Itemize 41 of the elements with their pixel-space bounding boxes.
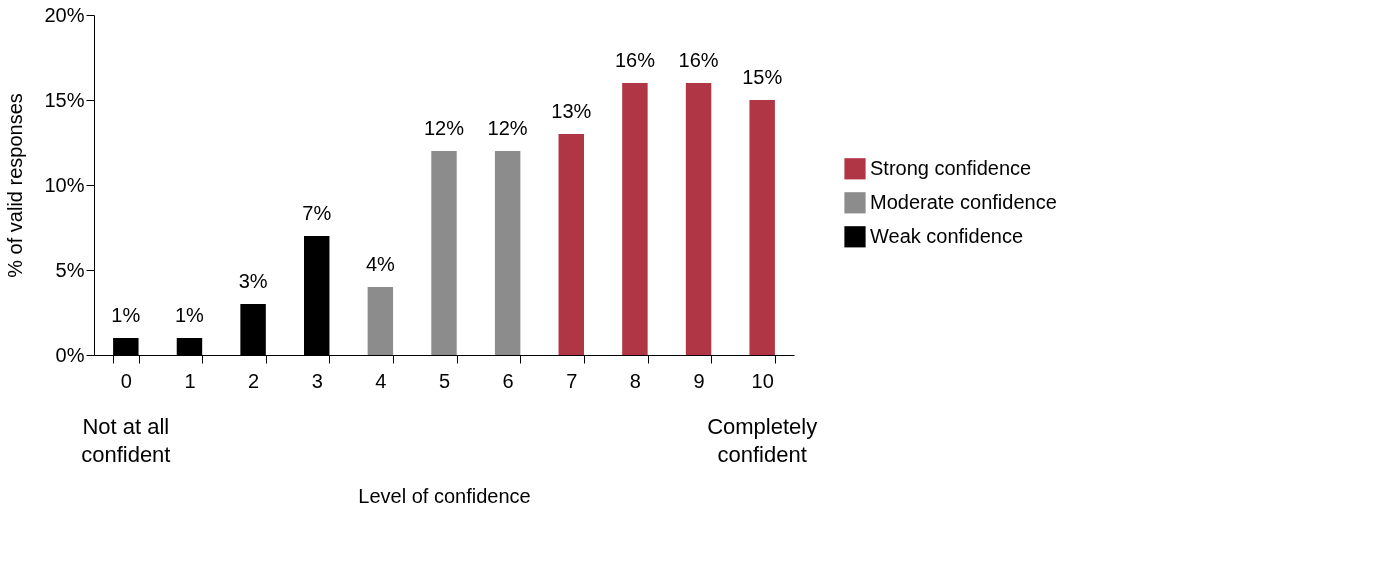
- y-tick-label: 15%: [44, 88, 85, 111]
- data-label: 13%: [551, 100, 592, 122]
- y-tick-label: 10%: [44, 173, 85, 196]
- bar: [685, 83, 712, 355]
- bar: [367, 287, 394, 355]
- x-tick-label: 10: [751, 369, 774, 392]
- data-label: 16%: [678, 49, 719, 71]
- bar: [494, 151, 521, 355]
- bar: [749, 100, 775, 355]
- x-tick-label: 4: [375, 369, 387, 392]
- data-label: 15%: [742, 66, 783, 88]
- x-axis-title: Level of confidence: [358, 484, 531, 507]
- y-axis-title: % of valid responses: [4, 93, 27, 278]
- text: Completely confident: [707, 414, 818, 467]
- bar: [622, 83, 648, 355]
- data-label: 12%: [423, 117, 465, 139]
- x-tick-label: 7: [566, 369, 578, 392]
- data-label: 7%: [302, 202, 332, 224]
- x-tick-label: 1: [184, 369, 196, 392]
- data-label: 12%: [487, 117, 528, 139]
- data-label: 1%: [175, 304, 205, 326]
- data-label: 16%: [614, 49, 656, 71]
- bar: [558, 134, 584, 355]
- data-label: 3%: [238, 270, 268, 292]
- x-tick-label: 2: [248, 369, 260, 392]
- x-tick-label: 8: [629, 369, 641, 392]
- x-tick-label: 6: [502, 369, 514, 392]
- legend-label: Weak confidence: [870, 224, 1024, 247]
- bar: [431, 151, 457, 355]
- x-tick-label: 0: [120, 369, 132, 392]
- x-tick-label: 3: [311, 369, 323, 392]
- y-tick-label: 5%: [55, 258, 85, 281]
- data-label: 1%: [111, 304, 141, 326]
- data-label: 4%: [365, 253, 396, 275]
- text: Not at all confident: [81, 414, 171, 467]
- y-tick-label: 0%: [55, 343, 85, 366]
- x-tick-label: 5: [438, 369, 451, 392]
- y-tick-label: 20%: [44, 3, 85, 26]
- x-tick-label: 9: [693, 369, 705, 392]
- legend-label: Moderate confidence: [870, 190, 1057, 213]
- legend-label: Strong confidence: [870, 156, 1032, 179]
